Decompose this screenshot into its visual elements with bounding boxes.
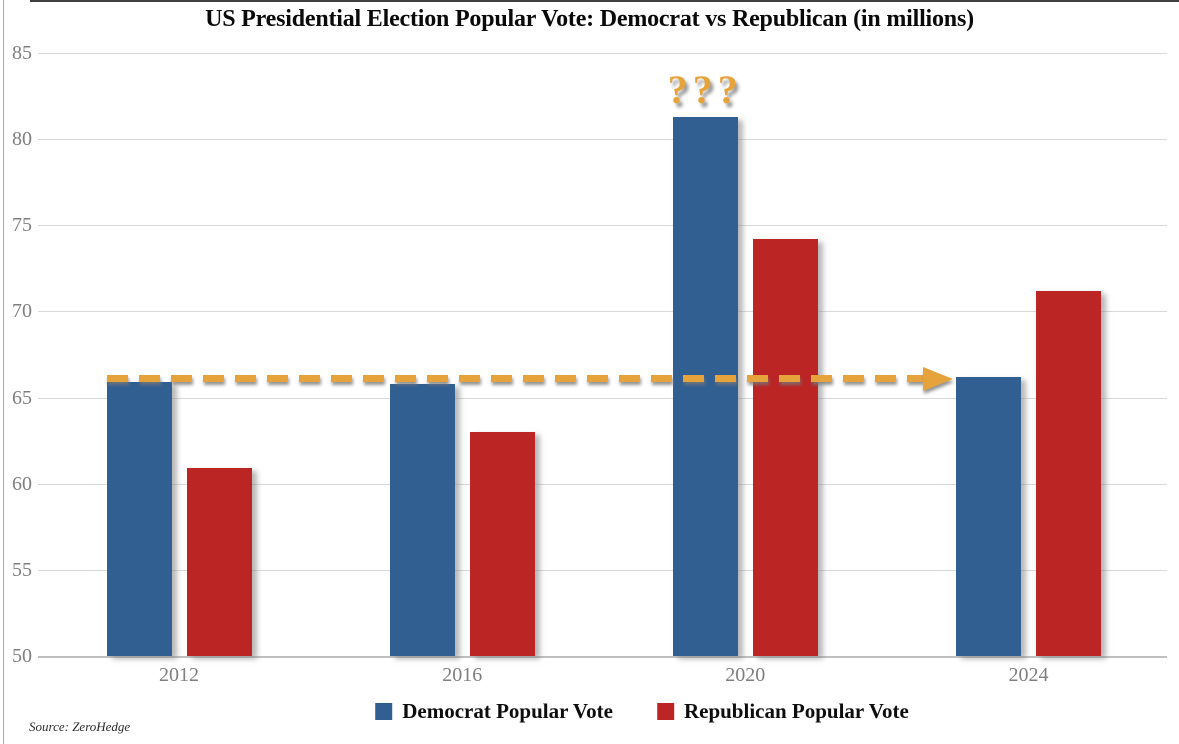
x-tick-label-2024: 2024 (1008, 664, 1049, 686)
x-tick-label-2020: 2020 (725, 664, 766, 686)
y-tick-label-80: 80 (12, 128, 32, 151)
bar-democrat-2012 (106, 382, 172, 656)
trend-arrow-dashes (106, 375, 923, 383)
bar-republican-2024 (1036, 290, 1101, 656)
y-tick-label-50: 50 (12, 645, 32, 667)
x-axis-line (38, 656, 1167, 658)
democrat-swatch-icon (375, 703, 393, 720)
y-tick-label-70: 70 (12, 300, 32, 323)
bar-republican-2016 (469, 432, 535, 656)
gridline-85 (38, 53, 1167, 54)
y-tick-label-60: 60 (12, 472, 32, 495)
gridline-80 (38, 139, 1167, 141)
y-tick-label-75: 75 (12, 214, 32, 237)
legend-label-republican: Republican Popular Vote (683, 699, 909, 723)
bar-republican-2020 (752, 239, 818, 656)
x-tick-label-2012: 2012 (159, 664, 199, 686)
source-attribution: Source: ZeroHedge (29, 719, 131, 734)
legend-label-democrat: Democrat Popular Vote (402, 699, 613, 723)
bar-democrat-2016 (389, 383, 455, 656)
legend: Democrat Popular Vote Republican Popular… (375, 699, 909, 724)
gridline-65 (38, 397, 1167, 399)
bar-democrat-2020 (672, 116, 738, 656)
legend-item-democrat: Democrat Popular Vote (375, 699, 613, 724)
y-tick-label-65: 65 (12, 386, 32, 409)
gridline-70 (38, 311, 1167, 313)
gridline-55 (38, 569, 1167, 571)
chart-left-border (3, 0, 4, 744)
bar-democrat-2024 (956, 376, 1021, 656)
gridline-75 (38, 225, 1167, 227)
y-tick-label-55: 55 (12, 558, 32, 581)
cropped-edge-artifact (30, 0, 1179, 2)
republican-swatch-icon (656, 703, 674, 720)
bar-republican-2012 (186, 468, 252, 656)
x-tick-label-2016: 2016 (442, 664, 483, 686)
gridline-60 (38, 483, 1167, 485)
question-marks-annotation: ??? (667, 66, 743, 112)
legend-item-republican: Republican Popular Vote (656, 699, 909, 724)
y-tick-label-85: 85 (12, 42, 32, 64)
chart-title: US Presidential Election Popular Vote: D… (205, 6, 974, 32)
trend-arrow-head-icon (923, 366, 953, 391)
